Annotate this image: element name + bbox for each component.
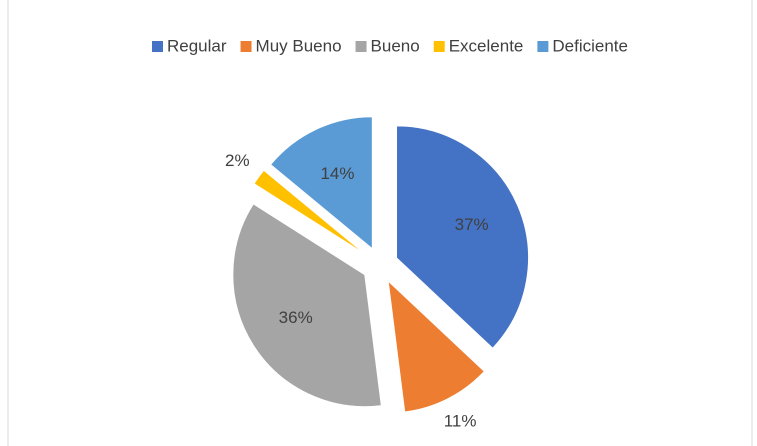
- data-label: 11%: [444, 412, 477, 431]
- data-label: 14%: [320, 164, 354, 183]
- legend-label: Deficiente: [552, 36, 628, 55]
- legend-swatch: [537, 41, 549, 52]
- data-label: 36%: [279, 308, 313, 327]
- legend-swatch: [240, 41, 252, 52]
- legend-swatch: [433, 41, 445, 52]
- legend-label: Muy Bueno: [256, 36, 342, 55]
- legend-label: Regular: [167, 36, 227, 55]
- legend: Regular Muy Bueno Bueno Excelente Deficiente: [152, 36, 628, 55]
- legend-swatch: [355, 41, 367, 52]
- legend-swatch: [152, 41, 163, 52]
- pie-slice: [232, 203, 382, 408]
- data-label: 2%: [225, 151, 250, 170]
- data-label: 37%: [455, 215, 489, 234]
- pie-slice: [387, 279, 486, 413]
- pie-slice: [253, 169, 366, 255]
- legend-label: Bueno: [371, 36, 420, 55]
- legend-label: Excelente: [449, 36, 524, 55]
- pie-slice: [269, 116, 373, 250]
- pie-slice: [396, 125, 529, 349]
- chart-frame: [7, 0, 753, 446]
